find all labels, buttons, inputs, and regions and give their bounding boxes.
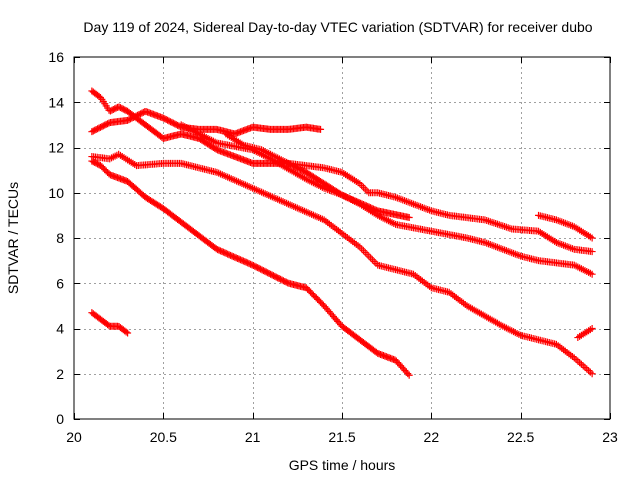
x-tick-label: 23 xyxy=(602,429,618,445)
y-tick-label: 10 xyxy=(48,185,64,201)
y-tick-label: 0 xyxy=(56,411,64,427)
y-tick-label: 16 xyxy=(48,49,64,65)
x-tick-labels: 20 20.5 21 21.5 22 22.5 23 xyxy=(66,429,618,445)
data-point xyxy=(588,325,596,332)
series-track-3 xyxy=(88,150,596,378)
data-marks xyxy=(88,87,596,379)
y-tick-label: 2 xyxy=(56,366,64,382)
data-point xyxy=(588,234,596,242)
y-tick-label: 12 xyxy=(48,140,64,156)
axis-ticks xyxy=(74,57,611,420)
data-point xyxy=(588,248,596,256)
series-track-8 xyxy=(535,211,596,242)
data-point xyxy=(405,371,413,379)
y-tick-label: 6 xyxy=(56,275,64,291)
x-tick-label: 22 xyxy=(424,429,440,445)
data-point xyxy=(588,270,596,278)
chart-title: Day 119 of 2024, Sidereal Day-to-day VTE… xyxy=(83,19,592,35)
x-tick-label: 20.5 xyxy=(150,429,177,445)
y-tick-label: 4 xyxy=(56,321,64,337)
y-tick-labels: 0 2 4 6 8 10 12 14 16 xyxy=(48,49,64,427)
data-point xyxy=(124,329,132,337)
y-tick-label: 8 xyxy=(56,230,64,246)
data-point xyxy=(404,370,412,378)
series-track-6 xyxy=(177,121,596,278)
x-tick-label: 21 xyxy=(245,429,261,445)
data-point xyxy=(405,213,413,221)
series-track-7 xyxy=(222,130,596,256)
y-tick-label: 14 xyxy=(48,94,64,110)
x-axis-label: GPS time / hours xyxy=(289,457,396,473)
series-track-5 xyxy=(88,309,132,337)
series-track-4 xyxy=(88,157,413,379)
series-track-2 xyxy=(88,108,325,138)
y-axis-label: SDTVAR / TECUs xyxy=(5,182,21,294)
series-track-9 xyxy=(574,325,596,342)
x-tick-label: 21.5 xyxy=(328,429,355,445)
data-point xyxy=(317,125,325,133)
data-point xyxy=(588,370,596,378)
grid-lines xyxy=(74,57,610,419)
x-tick-label: 20 xyxy=(66,429,82,445)
x-tick-label: 22.5 xyxy=(507,429,534,445)
data-point xyxy=(122,328,130,336)
